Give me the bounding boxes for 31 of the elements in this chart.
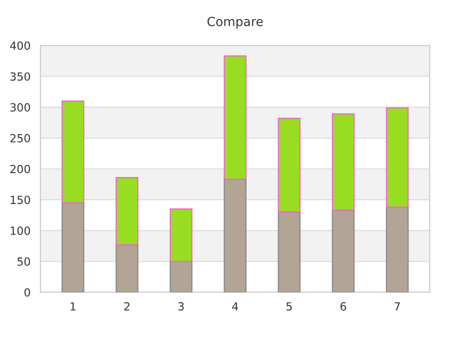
y-tick-label: 300: [10, 103, 30, 112]
y-tick-label: 0: [24, 288, 30, 297]
y-tick-label: 350: [10, 72, 30, 81]
bar: [170, 260, 192, 292]
y-tick-label: 400: [10, 41, 30, 50]
y-tick-label: 50: [17, 257, 30, 266]
x-tick-label: 7: [394, 302, 400, 310]
y-tick-label: 100: [10, 226, 30, 235]
bar: [170, 208, 192, 262]
x-tick-label: 5: [286, 302, 292, 311]
x-tick-label: 6: [340, 302, 346, 311]
chart-title: Compare: [207, 16, 263, 29]
bar: [332, 113, 355, 211]
bar: [386, 107, 409, 208]
x-tick-label: 1: [70, 302, 76, 310]
bar: [116, 176, 138, 246]
bar: [224, 55, 246, 180]
bar: [332, 210, 355, 292]
bar: [62, 100, 84, 204]
bar: [62, 202, 84, 292]
y-tick-label: 250: [10, 134, 30, 142]
bar: [224, 178, 246, 292]
y-tick-label: 200: [10, 164, 30, 174]
x-tick-label: 2: [124, 302, 130, 310]
x-tick-label: 4: [232, 302, 238, 310]
bar: [386, 206, 409, 292]
bar: [116, 244, 138, 292]
bar: [278, 212, 301, 292]
x-tick-label: 3: [178, 302, 184, 311]
y-tick-label: 150: [10, 196, 30, 204]
bar: [278, 118, 301, 213]
